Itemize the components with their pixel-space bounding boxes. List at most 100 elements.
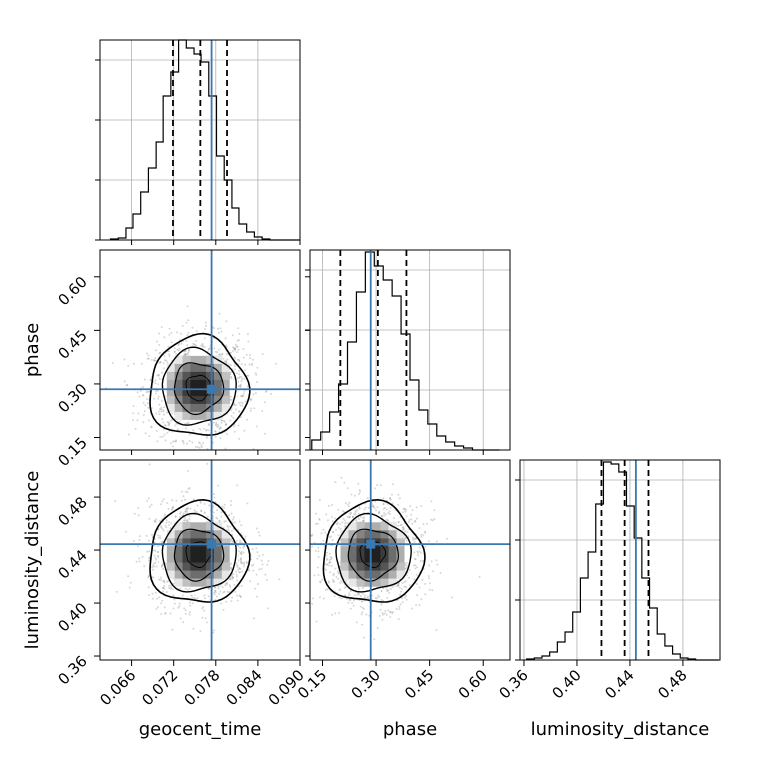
density-cell xyxy=(190,379,199,388)
scatter-point xyxy=(218,312,221,315)
scatter-point xyxy=(157,554,160,557)
density-cell xyxy=(174,521,183,531)
scatter-point xyxy=(241,562,244,565)
scatter-point xyxy=(411,607,414,610)
scatter-point xyxy=(255,373,258,376)
scatter-point xyxy=(127,433,130,436)
density-cell xyxy=(221,554,231,563)
scatter-point xyxy=(244,400,247,403)
scatter-point xyxy=(111,362,114,364)
scatter-point xyxy=(191,326,194,329)
scatter-point xyxy=(344,502,347,505)
scatter-point xyxy=(359,515,362,518)
density-cell xyxy=(348,521,357,531)
scatter-point xyxy=(196,597,199,599)
scatter-point xyxy=(163,585,166,588)
scatter-point xyxy=(160,410,163,413)
scatter-point xyxy=(413,557,416,560)
scatter-point xyxy=(171,445,174,448)
scatter-point xyxy=(250,407,253,410)
scatter-point xyxy=(341,581,344,584)
scatter-point xyxy=(147,406,150,409)
scatter-point xyxy=(336,523,339,526)
density-cell xyxy=(198,387,207,396)
scatter-point xyxy=(158,520,161,522)
scatter-point xyxy=(172,440,175,443)
scatter-point xyxy=(358,493,360,495)
density-cell xyxy=(396,570,405,579)
density-cell xyxy=(340,562,349,571)
scatter-point xyxy=(161,527,164,530)
scatter-point xyxy=(332,572,335,575)
scatter-point xyxy=(236,594,239,597)
scatter-point xyxy=(430,518,433,521)
scatter-point xyxy=(261,563,264,566)
scatter-point xyxy=(397,583,400,586)
scatter-point xyxy=(405,586,407,588)
scatter-point xyxy=(170,522,173,525)
scatter-point xyxy=(250,564,253,567)
scatter-point xyxy=(155,607,158,610)
scatter-point xyxy=(380,599,383,601)
scatter-point xyxy=(225,345,228,348)
scatter-point xyxy=(168,584,170,587)
scatter-point xyxy=(232,346,234,349)
scatter-point xyxy=(186,305,189,308)
scatter-point xyxy=(348,592,351,595)
scatter-point xyxy=(431,589,434,592)
scatter-point xyxy=(326,563,329,566)
panel-frame-luminosity-distance-vs-geocent-time xyxy=(99,459,301,661)
scatter-point xyxy=(238,567,241,569)
scatter-point xyxy=(233,347,236,350)
scatter-point xyxy=(324,531,327,534)
scatter-point xyxy=(257,531,260,534)
scatter-point xyxy=(246,385,249,388)
density-cell xyxy=(206,355,215,364)
scatter-point xyxy=(226,358,229,361)
scatter-point xyxy=(229,525,232,528)
scatter-point xyxy=(148,505,151,508)
scatter-point xyxy=(416,550,419,553)
density-cell xyxy=(166,387,176,396)
scatter-point xyxy=(387,512,390,514)
scatter-point xyxy=(202,427,205,430)
scatter-point xyxy=(357,592,360,595)
scatter-point xyxy=(230,351,233,354)
scatter-point xyxy=(235,539,238,542)
scatter-point xyxy=(230,600,233,603)
scatter-point xyxy=(185,339,188,342)
scatter-point xyxy=(378,595,381,598)
scatter-point xyxy=(382,502,385,505)
density-cell xyxy=(404,546,413,555)
scatter-point xyxy=(400,590,403,593)
scatter-point xyxy=(173,602,176,605)
scatter-point xyxy=(344,594,346,597)
density-cell xyxy=(206,529,215,539)
scatter-point xyxy=(225,360,228,363)
scatter-point xyxy=(255,547,258,550)
scatter-point xyxy=(184,490,187,493)
scatter-point xyxy=(446,537,448,540)
scatter-point xyxy=(199,428,202,431)
scatter-point xyxy=(424,582,427,585)
scatter-point xyxy=(236,579,239,582)
density-cell xyxy=(206,554,215,563)
scatter-point xyxy=(181,490,183,493)
scatter-point xyxy=(235,372,238,375)
scatter-point xyxy=(388,592,391,594)
scatter-point xyxy=(187,350,190,353)
scatter-point xyxy=(372,505,375,508)
scatter-point xyxy=(237,550,240,553)
scatter-point xyxy=(236,599,239,602)
scatter-point xyxy=(258,554,261,557)
scatter-point xyxy=(388,513,391,515)
scatter-point xyxy=(192,498,195,501)
density-cell xyxy=(174,403,183,412)
scatter-point xyxy=(234,368,236,371)
scatter-point xyxy=(200,444,203,447)
scatter-point xyxy=(154,591,157,594)
scatter-point xyxy=(168,422,171,425)
density-cell xyxy=(198,403,207,412)
scatter-point xyxy=(162,421,165,424)
scatter-point xyxy=(187,348,190,351)
